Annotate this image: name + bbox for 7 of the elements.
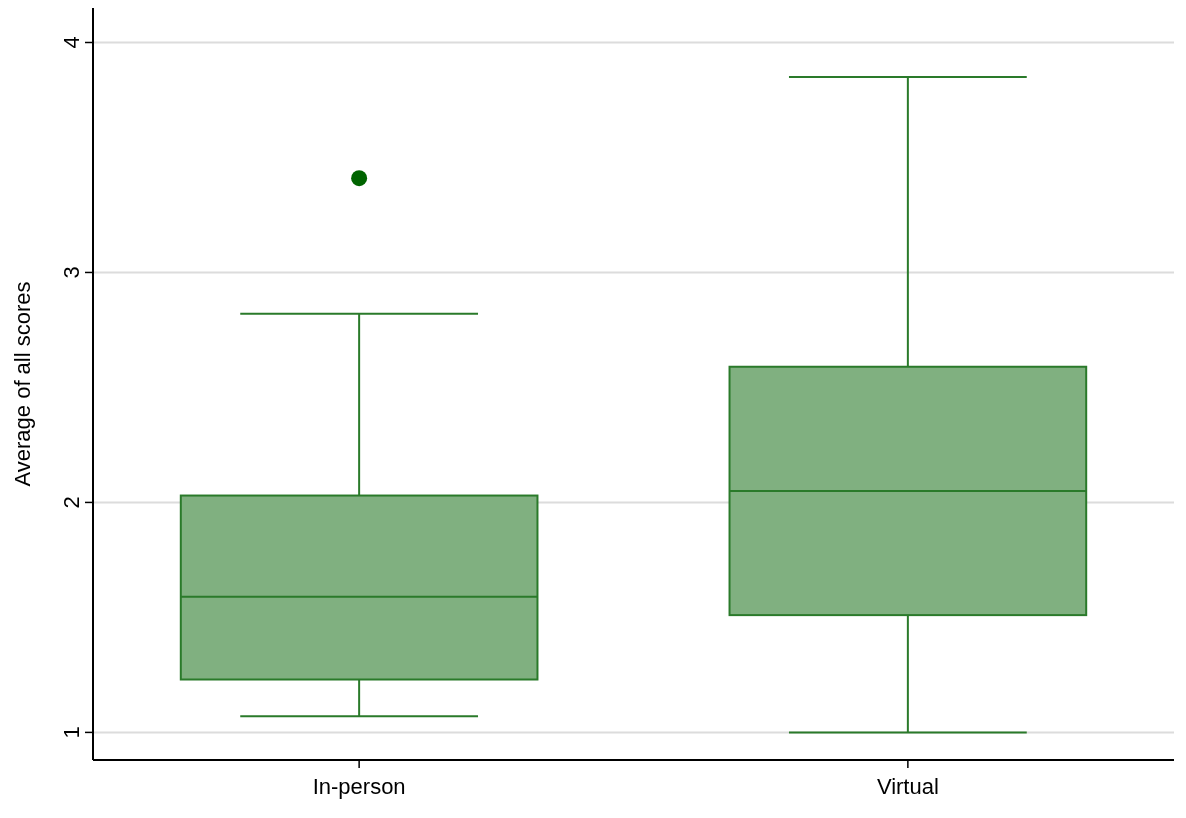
y-tick-label: 4 <box>59 36 84 49</box>
y-tick-label: 3 <box>59 266 84 279</box>
x-tick-label: In-person <box>312 774 406 799</box>
y-tick-label: 2 <box>59 496 84 509</box>
y-axis-title: Average of all scores <box>10 281 35 487</box>
y-tick-label: 1 <box>59 726 84 739</box>
x-tick-label: Virtual <box>876 774 939 799</box>
